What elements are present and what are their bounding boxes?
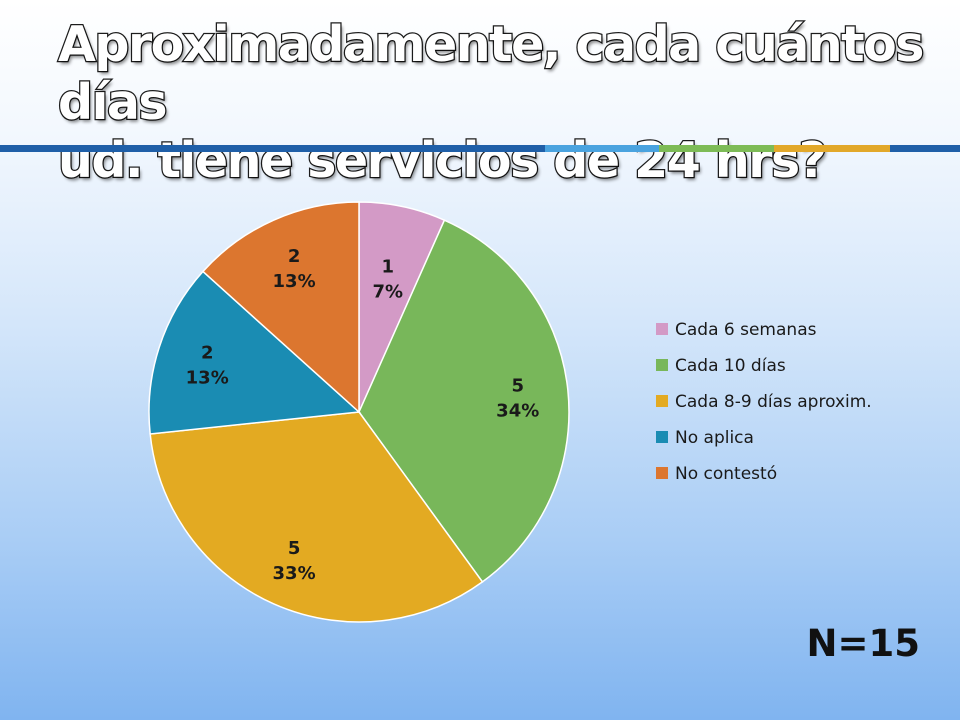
slice-percent-label-cada-8-9-dias-aproxim: 33%: [273, 563, 316, 584]
legend-label-cada-10-dias: Cada 10 días: [675, 356, 786, 376]
legend-swatch-no-contesto: [656, 467, 668, 479]
slice-percent-label-no-aplica: 13%: [186, 368, 229, 389]
divider-accent-green: [659, 145, 774, 152]
title-line-2: ud. tiene servicios de 24 hrs?: [57, 131, 829, 191]
divider-main-right: [890, 145, 960, 152]
legend-swatch-cada-10-dias: [656, 359, 668, 371]
pie-slice-cada-10-dias: [358, 219, 570, 583]
legend-label-no-contesto: No contestó: [675, 464, 777, 484]
legend-swatch-cada-8-9-dias-aproxim: [656, 395, 668, 407]
chart-legend: Cada 6 semanas Cada 10 días Cada 8-9 días …: [656, 320, 872, 484]
divider-main-left: [0, 145, 545, 152]
sample-size-label: N=15: [806, 622, 920, 665]
slice-percent-label-no-contesto: 13%: [273, 271, 316, 292]
legend-swatch-no-aplica: [656, 431, 668, 443]
pie-slice-no-aplica: [148, 270, 361, 435]
divider-accent-blue: [545, 145, 659, 152]
legend-label-cada-8-9-dias-aproxim: Cada 8-9 días aproxim.: [675, 392, 872, 412]
title-divider: [0, 145, 960, 152]
title-line-1: Aproximadamente, cada cuántos días: [57, 15, 926, 133]
divider-accent-gold: [774, 145, 890, 152]
slice-value-label-no-aplica: 2: [201, 343, 214, 364]
slide-title: Aproximadamente, cada cuántos días ud. t…: [57, 15, 938, 191]
slice-value-label-no-contesto: 2: [288, 246, 301, 267]
pie-slices: [148, 201, 570, 623]
slice-value-label-cada-8-9-dias-aproxim: 5: [288, 538, 301, 559]
slice-value-label-cada-6-semanas: 1: [382, 256, 395, 277]
pie-slice-cada-8-9-dias-aproxim: [149, 411, 484, 623]
legend-swatch-cada-6-semanas: [656, 323, 668, 335]
pie-data-labels: 1 7% 5 34% 5 33% 2 13% 2 13%: [186, 246, 540, 584]
legend-label-cada-6-semanas: Cada 6 semanas: [675, 320, 817, 340]
slice-percent-label-cada-10-dias: 34%: [496, 400, 539, 421]
slice-percent-label-cada-6-semanas: 7%: [373, 281, 404, 302]
slice-value-label-cada-10-dias: 5: [511, 375, 524, 396]
legend-label-no-aplica: No aplica: [675, 428, 754, 448]
pie-slice-no-contesto: [201, 201, 360, 414]
